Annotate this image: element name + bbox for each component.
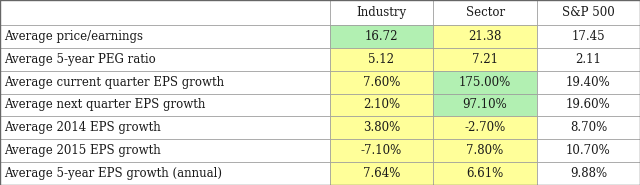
Bar [0, 71, 330, 94]
Bar [0, 25, 330, 48]
Text: 7.21: 7.21 [472, 53, 498, 66]
Bar [537, 162, 640, 185]
Text: Average 5-year EPS growth (annual): Average 5-year EPS growth (annual) [4, 167, 222, 180]
Text: Sector: Sector [465, 6, 505, 19]
Bar [330, 71, 433, 94]
Text: 7.80%: 7.80% [467, 144, 504, 157]
Text: Average 5-year PEG ratio: Average 5-year PEG ratio [4, 53, 156, 66]
Bar [433, 48, 537, 71]
Bar [433, 94, 537, 116]
Bar [0, 162, 330, 185]
Bar [537, 139, 640, 162]
Bar [0, 0, 330, 25]
Text: 7.60%: 7.60% [363, 76, 400, 89]
Bar [537, 94, 640, 116]
Text: 6.61%: 6.61% [467, 167, 504, 180]
Bar [330, 94, 433, 116]
Bar [433, 162, 537, 185]
Bar [330, 116, 433, 139]
Text: 8.70%: 8.70% [570, 121, 607, 134]
Bar [433, 0, 537, 25]
Text: -2.70%: -2.70% [465, 121, 506, 134]
Bar [433, 139, 537, 162]
Text: 7.64%: 7.64% [363, 167, 400, 180]
Bar [330, 162, 433, 185]
Bar [537, 71, 640, 94]
Bar [330, 139, 433, 162]
Bar [433, 116, 537, 139]
Text: 175.00%: 175.00% [459, 76, 511, 89]
Text: -7.10%: -7.10% [361, 144, 402, 157]
Text: Average 2014 EPS growth: Average 2014 EPS growth [4, 121, 161, 134]
Text: 2.11: 2.11 [575, 53, 602, 66]
Text: 21.38: 21.38 [468, 30, 502, 43]
Text: Industry: Industry [356, 6, 406, 19]
Bar [537, 0, 640, 25]
Bar [0, 116, 330, 139]
Text: 19.40%: 19.40% [566, 76, 611, 89]
Text: 97.10%: 97.10% [463, 98, 508, 112]
Text: 10.70%: 10.70% [566, 144, 611, 157]
Text: 17.45: 17.45 [572, 30, 605, 43]
Bar [537, 116, 640, 139]
Bar [433, 71, 537, 94]
Bar [0, 139, 330, 162]
Bar [537, 25, 640, 48]
Bar [330, 25, 433, 48]
Text: Average next quarter EPS growth: Average next quarter EPS growth [4, 98, 205, 112]
Text: 16.72: 16.72 [365, 30, 398, 43]
Bar [330, 48, 433, 71]
Bar [0, 48, 330, 71]
Text: 3.80%: 3.80% [363, 121, 400, 134]
Text: 2.10%: 2.10% [363, 98, 400, 112]
Bar [537, 48, 640, 71]
Bar [330, 0, 433, 25]
Text: 19.60%: 19.60% [566, 98, 611, 112]
Text: Average price/earnings: Average price/earnings [4, 30, 143, 43]
Bar [433, 25, 537, 48]
Text: Average 2015 EPS growth: Average 2015 EPS growth [4, 144, 161, 157]
Text: S&P 500: S&P 500 [562, 6, 615, 19]
Text: Average current quarter EPS growth: Average current quarter EPS growth [4, 76, 224, 89]
Text: 5.12: 5.12 [369, 53, 394, 66]
Text: 9.88%: 9.88% [570, 167, 607, 180]
Bar [0, 94, 330, 116]
